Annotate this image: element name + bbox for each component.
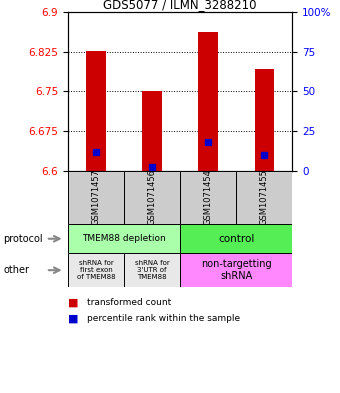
Text: ■: ■ — [68, 313, 79, 323]
Text: protocol: protocol — [3, 234, 43, 244]
Text: percentile rank within the sample: percentile rank within the sample — [87, 314, 240, 323]
Text: shRNA for
first exon
of TMEM88: shRNA for first exon of TMEM88 — [77, 260, 115, 280]
Bar — [236, 171, 292, 224]
Bar — [142, 91, 162, 171]
Bar — [86, 51, 106, 171]
Bar — [124, 171, 180, 224]
Bar — [124, 253, 180, 287]
Text: shRNA for
3'UTR of
TMEM88: shRNA for 3'UTR of TMEM88 — [135, 260, 170, 280]
Text: non-targetting
shRNA: non-targetting shRNA — [201, 259, 272, 281]
Bar — [68, 224, 180, 253]
Bar — [180, 171, 236, 224]
Bar — [199, 32, 218, 171]
Text: ■: ■ — [68, 298, 79, 308]
Bar — [180, 253, 292, 287]
Title: GDS5077 / ILMN_3288210: GDS5077 / ILMN_3288210 — [103, 0, 257, 11]
Bar — [68, 171, 124, 224]
Bar — [180, 224, 292, 253]
Bar — [255, 68, 274, 171]
Text: GSM1071456: GSM1071456 — [148, 169, 157, 226]
Text: control: control — [218, 234, 254, 244]
Bar — [68, 253, 124, 287]
Text: transformed count: transformed count — [87, 298, 171, 307]
Text: TMEM88 depletion: TMEM88 depletion — [82, 234, 166, 243]
Text: other: other — [3, 265, 29, 275]
Text: GSM1071454: GSM1071454 — [204, 169, 213, 226]
Text: GSM1071455: GSM1071455 — [260, 169, 269, 226]
Text: GSM1071457: GSM1071457 — [91, 169, 101, 226]
